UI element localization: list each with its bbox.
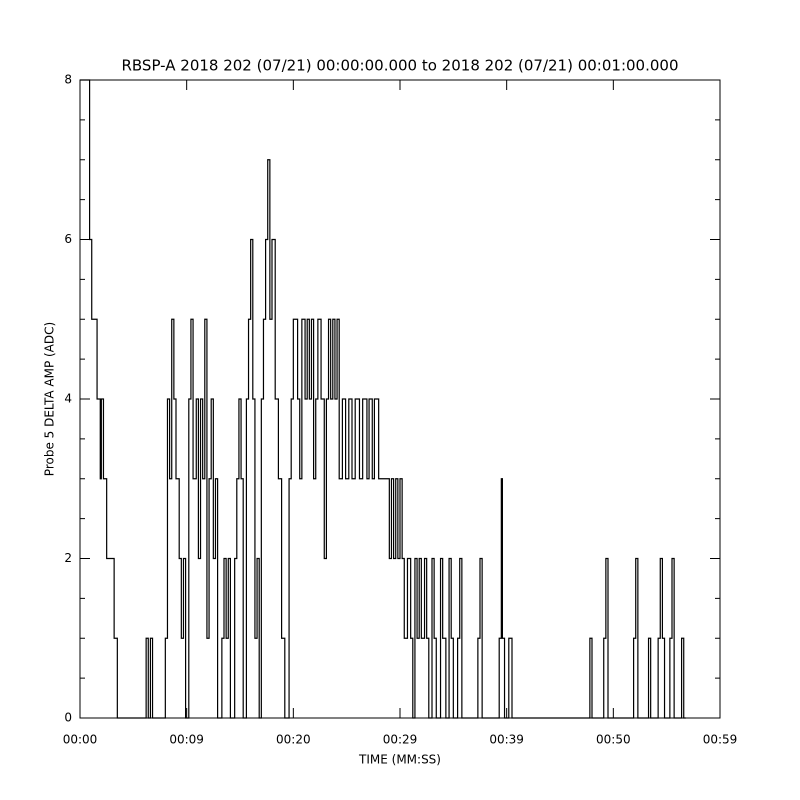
x-tick-label: 00:00 xyxy=(63,733,98,747)
x-tick-label: 00:50 xyxy=(596,733,631,747)
x-tick-label: 00:29 xyxy=(383,733,418,747)
x-tick-label: 00:59 xyxy=(703,733,738,747)
y-axis-label: Probe 5 DELTA AMP (ADC) xyxy=(43,322,57,476)
x-tick-label: 00:09 xyxy=(169,733,204,747)
y-tick-label: 6 xyxy=(64,232,72,246)
x-axis-label: TIME (MM:SS) xyxy=(358,753,441,767)
y-tick-label: 0 xyxy=(64,711,72,725)
x-tick-label: 00:20 xyxy=(276,733,311,747)
x-tick-label: 00:39 xyxy=(489,733,524,747)
y-tick-label: 8 xyxy=(64,73,72,87)
y-tick-label: 2 xyxy=(64,551,72,565)
y-tick-label: 4 xyxy=(64,392,72,406)
chart-title: RBSP-A 2018 202 (07/21) 00:00:00.000 to … xyxy=(121,57,678,75)
data-line xyxy=(80,79,686,719)
